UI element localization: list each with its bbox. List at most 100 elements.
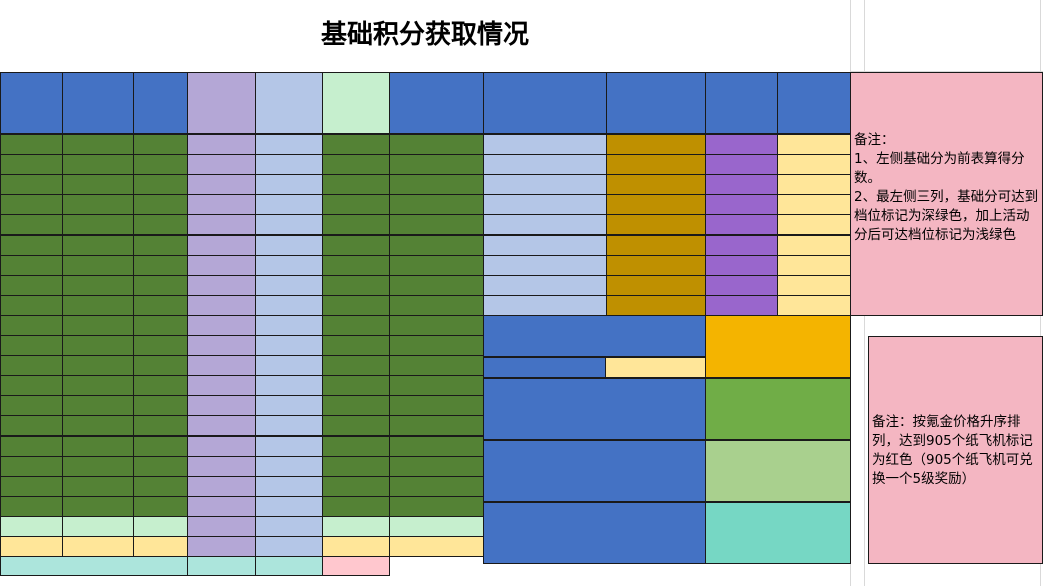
table-cell — [389, 194, 484, 216]
table-cell — [187, 415, 256, 437]
final-score-label — [483, 314, 706, 357]
table-cell — [255, 174, 323, 196]
gift-cell — [777, 234, 851, 256]
table-cell — [322, 375, 390, 397]
note-line: 1、左侧基础分为前表算得分数。 — [854, 151, 1025, 186]
table-cell — [0, 355, 63, 377]
note-box-1: 备注： 1、左侧基础分为前表算得分数。 2、最左侧三列，基础分可达到档位标记为深绿色… — [850, 72, 1043, 316]
extra-planes-label — [483, 501, 706, 564]
table-cell — [389, 515, 484, 537]
table-cell — [0, 154, 63, 176]
table-cell — [322, 274, 390, 296]
gift-cell — [777, 134, 851, 156]
table-cell — [255, 475, 323, 497]
table-cell — [255, 515, 323, 537]
table-cell — [389, 154, 484, 176]
table-cell — [187, 515, 256, 537]
table-cell — [187, 254, 256, 276]
table-cell — [322, 134, 390, 156]
final-score-value — [705, 314, 851, 378]
table-cell — [133, 214, 188, 236]
table-cell — [62, 355, 134, 377]
table-cell — [187, 134, 256, 156]
table-cell — [389, 395, 484, 417]
table-cell — [187, 274, 256, 296]
table-cell — [389, 415, 484, 437]
gift-cell — [777, 214, 851, 236]
table-cell — [322, 194, 390, 216]
table-cell — [0, 495, 63, 517]
table-cell — [0, 234, 63, 256]
header-gift-planes — [705, 72, 778, 134]
gift-cell — [777, 274, 851, 296]
gift-cell — [606, 294, 706, 316]
table-cell — [0, 415, 63, 437]
gift-cell — [705, 274, 778, 296]
table-cell — [187, 335, 256, 357]
table-cell — [133, 495, 188, 517]
table-cell — [0, 395, 63, 417]
gift-cell — [705, 174, 778, 196]
table-cell — [62, 515, 134, 537]
table-cell — [255, 314, 323, 336]
table-cell — [133, 274, 188, 296]
table-cell — [187, 314, 256, 336]
table-cell — [187, 475, 256, 497]
table-cell — [0, 174, 63, 196]
gift-cell — [705, 154, 778, 176]
table-cell — [133, 174, 188, 196]
table-cell — [0, 375, 63, 397]
page-title: 基础积分获取情况 — [320, 20, 529, 50]
earned-label — [483, 356, 606, 378]
header-sum — [389, 72, 484, 134]
table-cell — [187, 234, 256, 256]
table-cell — [133, 294, 188, 316]
table-cell — [255, 134, 323, 156]
gift-cell — [705, 194, 778, 216]
table-cell — [255, 234, 323, 256]
earned-value — [605, 356, 706, 378]
header-gift — [483, 72, 607, 134]
table-cell — [62, 174, 134, 196]
gift-cell — [705, 294, 778, 316]
header-phase3 — [322, 72, 390, 134]
table-cell — [187, 355, 256, 377]
table-cell — [322, 395, 390, 417]
table-cell — [62, 274, 134, 296]
table-cell — [133, 314, 188, 336]
table-cell — [133, 536, 188, 558]
gift-cell — [483, 214, 607, 236]
table-cell — [62, 154, 134, 176]
with-activity-label — [483, 377, 706, 440]
table-cell — [389, 134, 484, 156]
header-phase2 — [255, 72, 323, 134]
with-activity-value — [705, 377, 851, 440]
table-cell — [389, 214, 484, 236]
table-cell — [322, 515, 390, 537]
table-cell — [62, 194, 134, 216]
phase1-select[interactable] — [187, 556, 256, 577]
header-price — [606, 72, 706, 134]
header-phase1 — [187, 72, 256, 134]
table-cell — [255, 214, 323, 236]
gift-cell — [606, 234, 706, 256]
gift-cell — [606, 174, 706, 196]
table-cell — [322, 174, 390, 196]
table-cell — [389, 274, 484, 296]
table-cell — [187, 194, 256, 216]
table-cell — [62, 435, 134, 457]
table-cell — [62, 234, 134, 256]
gift-cell — [483, 174, 607, 196]
table-cell — [0, 294, 63, 316]
table-cell — [133, 395, 188, 417]
table-cell — [322, 475, 390, 497]
phase2-select[interactable] — [255, 556, 323, 577]
table-cell — [62, 415, 134, 437]
gift-cell — [483, 234, 607, 256]
gift-cell — [705, 254, 778, 276]
table-cell — [255, 455, 323, 477]
table-cell — [255, 415, 323, 437]
table-cell — [389, 536, 484, 558]
phase3-select[interactable] — [322, 556, 390, 577]
planes-label — [483, 439, 706, 502]
